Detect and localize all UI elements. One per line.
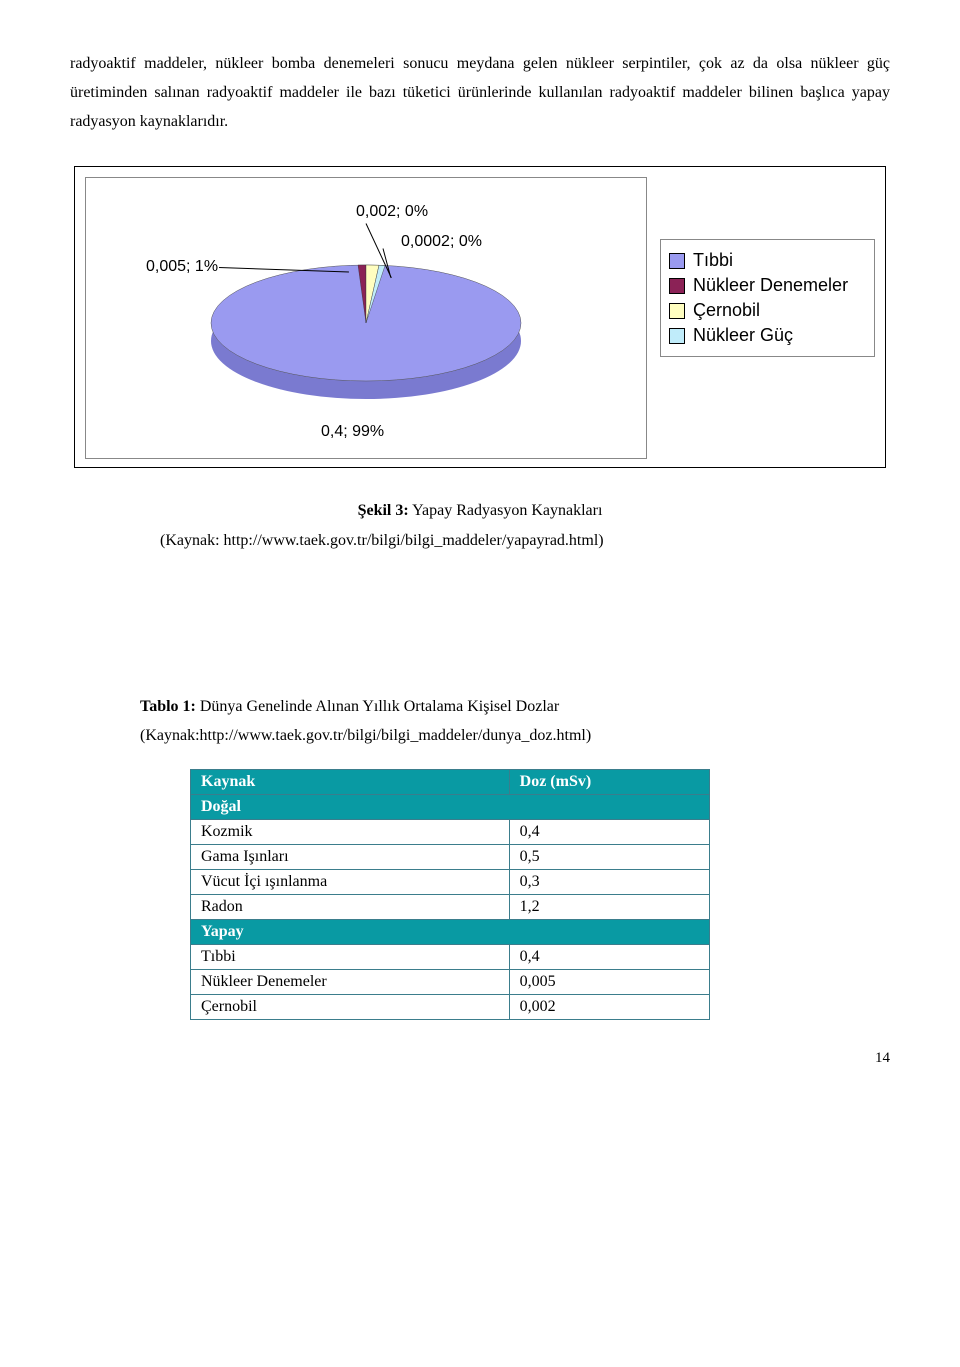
legend-swatch-icon: [669, 303, 685, 319]
table-section-cell: Doğal: [191, 794, 710, 819]
page-number: 14: [70, 1050, 890, 1067]
figure-source: (Kaynak: http://www.taek.gov.tr/bilgi/bi…: [160, 528, 890, 554]
table-row: Kozmik 0,4: [191, 819, 710, 844]
legend-label: Nükleer Güç: [693, 325, 793, 346]
figure-source-url: http://www.taek.gov.tr/bilgi/bilgi_madde…: [220, 532, 604, 549]
table-section-row: Doğal: [191, 794, 710, 819]
pie-chart-container: 0,005; 1% 0,002; 0% 0,0002; 0% 0,4; 99% …: [74, 166, 886, 468]
table-section-cell: Yapay: [191, 919, 710, 944]
table-cell: Tıbbi: [191, 944, 510, 969]
pie-chart-plot: 0,005; 1% 0,002; 0% 0,0002; 0% 0,4; 99%: [85, 177, 647, 459]
table-cell: 1,2: [509, 894, 709, 919]
table-cell: Vücut İçi ışınlanma: [191, 869, 510, 894]
chart-label-3: 0,0002; 0%: [401, 233, 482, 251]
table-row: Çernobil 0,002: [191, 994, 710, 1019]
table-header-cell: Kaynak: [191, 769, 510, 794]
legend-item: Nükleer Denemeler: [669, 275, 866, 296]
table-cell: Kozmik: [191, 819, 510, 844]
table-cell: Gama Işınları: [191, 844, 510, 869]
table-cell: 0,3: [509, 869, 709, 894]
intro-paragraph: radyoaktif maddeler, nükleer bomba denem…: [70, 50, 890, 136]
table-row: Gama Işınları 0,5: [191, 844, 710, 869]
table-cell: Çernobil: [191, 994, 510, 1019]
legend-swatch-icon: [669, 278, 685, 294]
legend-label: Çernobil: [693, 300, 760, 321]
figure-caption: Şekil 3: Yapay Radyasyon Kaynakları: [70, 498, 890, 524]
table-row: Vücut İçi ışınlanma 0,3: [191, 869, 710, 894]
table-cell: Radon: [191, 894, 510, 919]
table-caption-bold: Tablo 1:: [140, 698, 196, 715]
chart-label-1: 0,005; 1%: [146, 258, 218, 276]
legend-label: Nükleer Denemeler: [693, 275, 848, 296]
legend-label: Tıbbi: [693, 250, 733, 271]
chart-legend: Tıbbi Nükleer Denemeler Çernobil Nükleer…: [660, 239, 875, 357]
table-source: (Kaynak:http://www.taek.gov.tr/bilgi/bil…: [140, 723, 890, 749]
table-header-row: Kaynak Doz (mSv): [191, 769, 710, 794]
table-header-cell: Doz (mSv): [509, 769, 709, 794]
legend-item: Tıbbi: [669, 250, 866, 271]
table-row: Nükleer Denemeler 0,005: [191, 969, 710, 994]
chart-label-2: 0,002; 0%: [356, 203, 428, 221]
dose-table: Kaynak Doz (mSv) Doğal Kozmik 0,4 Gama I…: [190, 769, 710, 1020]
table-cell: 0,4: [509, 944, 709, 969]
legend-item: Çernobil: [669, 300, 866, 321]
table-cell: Nükleer Denemeler: [191, 969, 510, 994]
legend-swatch-icon: [669, 328, 685, 344]
figure-caption-text: Yapay Radyasyon Kaynakları: [409, 502, 603, 519]
table-row: Radon 1,2: [191, 894, 710, 919]
figure-caption-bold: Şekil 3:: [358, 502, 409, 519]
table-cell: 0,005: [509, 969, 709, 994]
chart-label-4: 0,4; 99%: [321, 423, 384, 441]
table-section-row: Yapay: [191, 919, 710, 944]
legend-swatch-icon: [669, 253, 685, 269]
table-cell: 0,5: [509, 844, 709, 869]
figure-source-prefix: (Kaynak:: [160, 532, 220, 549]
table-cell: 0,002: [509, 994, 709, 1019]
table-caption-text: Dünya Genelinde Alınan Yıllık Ortalama K…: [196, 698, 559, 715]
legend-item: Nükleer Güç: [669, 325, 866, 346]
table-cell: 0,4: [509, 819, 709, 844]
table-row: Tıbbi 0,4: [191, 944, 710, 969]
pie-graphic: [206, 263, 526, 393]
table-caption: Tablo 1: Dünya Genelinde Alınan Yıllık O…: [140, 694, 890, 720]
